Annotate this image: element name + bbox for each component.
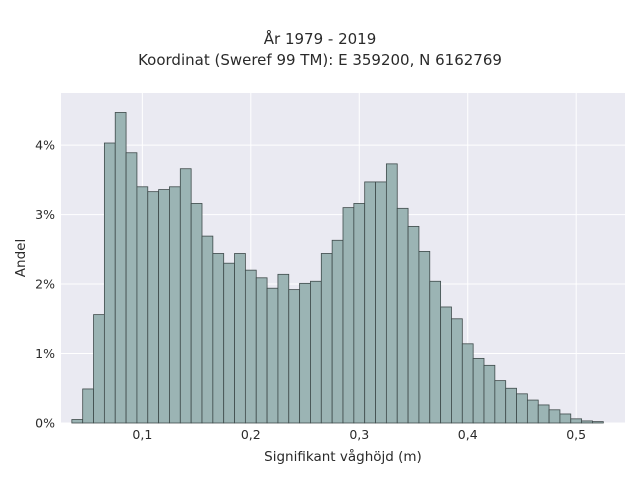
histogram-bar bbox=[342, 207, 355, 424]
histogram-bar bbox=[331, 239, 344, 424]
histogram-bar bbox=[451, 318, 463, 424]
histogram-bar bbox=[288, 289, 301, 424]
y-tick-label: 4% bbox=[35, 138, 55, 153]
histogram-bar bbox=[364, 181, 376, 424]
histogram-bar bbox=[266, 287, 279, 424]
histogram-bar bbox=[592, 421, 604, 424]
histogram-bar bbox=[169, 186, 181, 424]
histogram-bar bbox=[418, 250, 431, 424]
y-tick-label: 1% bbox=[35, 346, 55, 361]
y-tick-label: 2% bbox=[35, 277, 55, 292]
histogram-bar bbox=[581, 420, 593, 424]
histogram-bar bbox=[537, 404, 550, 424]
histogram-bar bbox=[559, 413, 572, 424]
histogram-bar bbox=[494, 380, 507, 424]
histogram-bar bbox=[103, 142, 116, 424]
histogram-bar bbox=[396, 207, 409, 424]
tick-labels: 0,1 0,2 0,3 0,4 0,5 0% 1% 2% 3% 4% bbox=[35, 138, 586, 442]
x-tick-label: 0,1 bbox=[132, 427, 152, 442]
x-tick-label: 0,4 bbox=[458, 427, 478, 442]
histogram-bar bbox=[93, 314, 105, 424]
histogram-bar bbox=[461, 343, 474, 424]
histogram-bar bbox=[440, 306, 452, 424]
bars bbox=[71, 112, 604, 424]
histogram-bar bbox=[299, 282, 311, 424]
histogram-bar bbox=[320, 253, 333, 424]
histogram-bar bbox=[570, 418, 583, 424]
histogram-bar bbox=[158, 189, 170, 424]
histogram-bar bbox=[136, 186, 149, 424]
histogram-bar bbox=[407, 225, 420, 424]
histogram-bar bbox=[353, 203, 366, 424]
histogram-bar bbox=[147, 191, 160, 424]
histogram-bar bbox=[82, 388, 94, 424]
y-axis-label: Andel bbox=[13, 239, 29, 277]
histogram-bar bbox=[375, 181, 387, 424]
histogram-bar bbox=[472, 357, 485, 424]
histogram-bar bbox=[201, 235, 214, 424]
histogram-bar bbox=[310, 280, 322, 424]
x-axis-label: Signifikant våghöjd (m) bbox=[264, 448, 422, 465]
histogram-bar bbox=[516, 393, 528, 424]
histogram-bar bbox=[385, 163, 398, 424]
histogram-bar bbox=[114, 112, 127, 424]
histogram-bar bbox=[179, 168, 192, 424]
histogram-bar bbox=[505, 387, 517, 424]
histogram-bar bbox=[223, 262, 235, 424]
histogram-bar bbox=[483, 364, 496, 424]
x-tick-label: 0,3 bbox=[349, 427, 369, 442]
chart-title-line-1: År 1979 - 2019 bbox=[263, 30, 377, 48]
histogram-bar bbox=[526, 399, 539, 424]
histogram-bar bbox=[548, 409, 561, 424]
histogram-bar bbox=[71, 419, 84, 424]
histogram-bar bbox=[234, 253, 246, 424]
histogram-bar bbox=[125, 152, 138, 424]
y-tick-label: 0% bbox=[35, 416, 55, 431]
histogram-bar bbox=[255, 277, 268, 424]
histogram-bar bbox=[212, 253, 225, 424]
chart-title-line-2: Koordinat (Sweref 99 TM): E 359200, N 61… bbox=[138, 51, 502, 69]
x-tick-label: 0,2 bbox=[241, 427, 261, 442]
histogram-bar bbox=[277, 273, 290, 424]
y-tick-label: 3% bbox=[35, 207, 55, 222]
histogram-bar bbox=[244, 269, 257, 424]
histogram-bar bbox=[190, 203, 203, 424]
histogram-bar bbox=[429, 280, 442, 424]
x-tick-label: 0,5 bbox=[566, 427, 586, 442]
